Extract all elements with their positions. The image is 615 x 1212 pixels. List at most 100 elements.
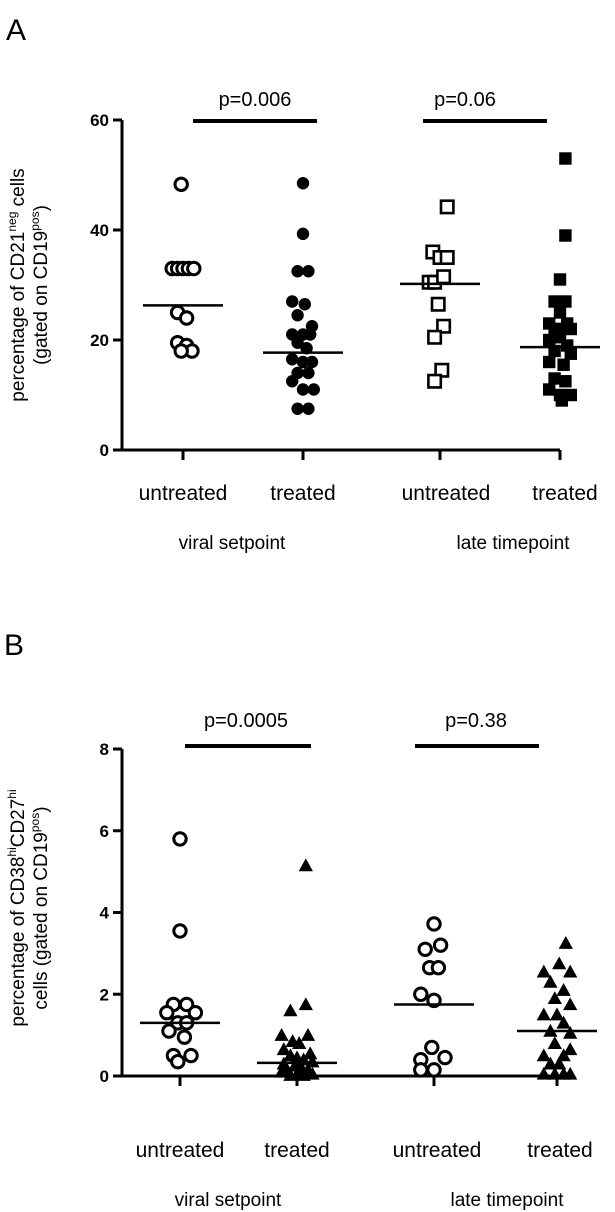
panel-b-s3-point-11 bbox=[426, 1062, 442, 1078]
panel-a-s4-point-4 bbox=[559, 295, 572, 308]
panel-b-s4-point-0 bbox=[558, 936, 573, 949]
panel-b-s3-point-1 bbox=[417, 941, 433, 957]
panel-b-pvalue-2: p=0.38 bbox=[445, 710, 507, 732]
panel-a-s4-point-23 bbox=[555, 394, 568, 407]
panel-a-s1-point-11 bbox=[173, 343, 189, 359]
panel-a-s4-point-3 bbox=[548, 295, 561, 308]
panel-b-axes: 0 2 4 6 8 bbox=[100, 740, 560, 1086]
panel-b-s3-point-2 bbox=[432, 937, 449, 953]
panel-b-s2-point-6 bbox=[292, 1036, 307, 1050]
panel-b-s2-point-18 bbox=[274, 1064, 289, 1078]
panel-b-s4-point-5 bbox=[556, 983, 571, 996]
panel-b-s4-point-4 bbox=[543, 974, 558, 988]
panel-b-cat-3: untreated bbox=[393, 1139, 482, 1162]
panel-b-s1-point-9 bbox=[176, 1029, 193, 1045]
panel-b-s4-point-14 bbox=[563, 1042, 578, 1056]
panel-a-s4-point-0 bbox=[559, 152, 572, 165]
panel-b-ytick-label-3: 6 bbox=[100, 822, 109, 841]
panel-a-s1-point-7 bbox=[178, 310, 195, 326]
panel-b-s4-point-7 bbox=[563, 997, 578, 1011]
panel-b-s4-point-18 bbox=[552, 1056, 567, 1070]
panel-a-pvalue-1: p=0.006 bbox=[219, 89, 292, 111]
panel-a-ytick-label-0: 0 bbox=[100, 441, 109, 460]
panel-a-ytick-label-1: 20 bbox=[90, 331, 109, 350]
panel-a-s3-point-9 bbox=[427, 329, 443, 345]
panel-a-s4-point-5 bbox=[553, 306, 567, 319]
panel-a-s3-point-3 bbox=[439, 250, 455, 266]
panel-a-s2-point-11 bbox=[291, 336, 304, 349]
panel-b-s1-point-1 bbox=[172, 923, 188, 939]
panel-a-s3-point-0 bbox=[439, 199, 455, 215]
panel-a-s2-point-13 bbox=[286, 353, 299, 366]
panel-b-s4-point-10 bbox=[556, 1015, 571, 1029]
panel-a-s4-point-19 bbox=[559, 375, 572, 388]
panel-a-s2-point-22 bbox=[302, 402, 315, 415]
panel-a-s2-point-15 bbox=[305, 355, 319, 369]
panel-b-s2-point-8 bbox=[303, 1046, 318, 1060]
panel-a-s2-point-2 bbox=[291, 265, 304, 278]
panel-b-cat-2: treated bbox=[264, 1139, 329, 1162]
panel-b-letter: B bbox=[4, 629, 24, 662]
panel-a-s4-point-17 bbox=[557, 358, 570, 371]
panel-a-s2-point-17 bbox=[302, 366, 315, 380]
panel-a-cat-1: untreated bbox=[139, 482, 228, 505]
panel-b-ylabel-line1: percentage of CD38hiCD27hi bbox=[5, 789, 29, 1026]
panel-a-s4-point-16 bbox=[543, 355, 556, 369]
panel-b-pvalue-1: p=0.0005 bbox=[204, 710, 288, 732]
panel-a-s2-point-1 bbox=[296, 227, 310, 241]
panel-a-s3-point-6 bbox=[436, 269, 452, 285]
panel-b-s4-point-9 bbox=[549, 1007, 565, 1021]
panel-b-s3-point-5 bbox=[413, 986, 429, 1002]
panel-a: A percentage of CD21neg cells (gated on … bbox=[5, 14, 600, 554]
panel-a-s1-point-0 bbox=[173, 176, 189, 193]
panel-a-ytick-label-3: 60 bbox=[90, 111, 109, 130]
panel-a-s4-point-20 bbox=[543, 383, 556, 396]
panel-b-s2-point-21 bbox=[283, 1068, 298, 1081]
panel-b-s4-point-1 bbox=[552, 956, 567, 970]
panel-b-s2-point-22 bbox=[296, 1068, 311, 1081]
panel-a-s4-point-11 bbox=[543, 333, 556, 347]
panel-b-cat-4: treated bbox=[527, 1139, 592, 1162]
panel-b-ytick-label-2: 4 bbox=[100, 904, 110, 923]
panel-a-cat-4: treated bbox=[532, 482, 597, 505]
panel-b-s2-point-4 bbox=[300, 1027, 316, 1041]
panel-a-s4-point-18 bbox=[548, 372, 561, 385]
panel-a-s2-point-20 bbox=[307, 383, 320, 396]
panel-b-s2-point-20 bbox=[305, 1066, 320, 1080]
panel-a-ylabel-line2: (gated on CD19pos) bbox=[28, 205, 52, 365]
panel-a-s4-point-15 bbox=[564, 347, 577, 360]
panel-a-ylabel-line1: percentage of CD21neg cells bbox=[5, 168, 29, 401]
panel-b-s4-point-8 bbox=[536, 1007, 551, 1021]
panel-a-s2-point-5 bbox=[298, 298, 311, 311]
panel-b-s3-point-8 bbox=[424, 1039, 440, 1056]
panel-a-ytick-label-2: 40 bbox=[90, 221, 109, 240]
panel-a-cat-2: treated bbox=[270, 482, 335, 505]
panel-a-s4-point-2 bbox=[553, 273, 567, 286]
panel-a-s4-point-10 bbox=[564, 322, 577, 336]
panel-a-s2-point-19 bbox=[296, 383, 310, 396]
panel-b-s3-point-4 bbox=[430, 959, 447, 976]
panel-b-ytick-label-0: 0 bbox=[100, 1067, 109, 1086]
panel-a-s2-point-21 bbox=[291, 402, 304, 415]
panel-a-cat-3: untreated bbox=[402, 482, 491, 505]
panel-a-axes: 0 20 40 60 bbox=[90, 111, 562, 460]
panel-b-s4-point-3 bbox=[563, 964, 578, 978]
panel-a-letter: A bbox=[6, 14, 26, 47]
panel-b-s3-point-9 bbox=[437, 1049, 453, 1066]
panel-a-group-1: viral setpoint bbox=[179, 533, 286, 554]
panel-b-s2-point-3 bbox=[274, 1027, 289, 1041]
panel-b-s4-point-2 bbox=[536, 964, 551, 978]
panel-b-s2-point-12 bbox=[305, 1054, 320, 1068]
panel-a-s4-point-1 bbox=[559, 229, 572, 242]
panel-a-s3-point-8 bbox=[436, 318, 452, 334]
panel-b: B percentage of CD38hiCD27hi cells (gate… bbox=[4, 629, 597, 1211]
panel-b-s1-point-12 bbox=[170, 1053, 186, 1070]
panel-b-cat-1: untreated bbox=[136, 1139, 225, 1162]
panel-b-s2-point-7 bbox=[276, 1042, 291, 1056]
panel-a-s2-point-0 bbox=[296, 177, 310, 190]
panel-b-s2-point-1 bbox=[298, 997, 313, 1011]
panel-b-s1-point-0 bbox=[172, 831, 188, 847]
panel-a-s2-point-14 bbox=[296, 355, 310, 369]
panel-b-s2-point-2 bbox=[283, 1003, 298, 1017]
